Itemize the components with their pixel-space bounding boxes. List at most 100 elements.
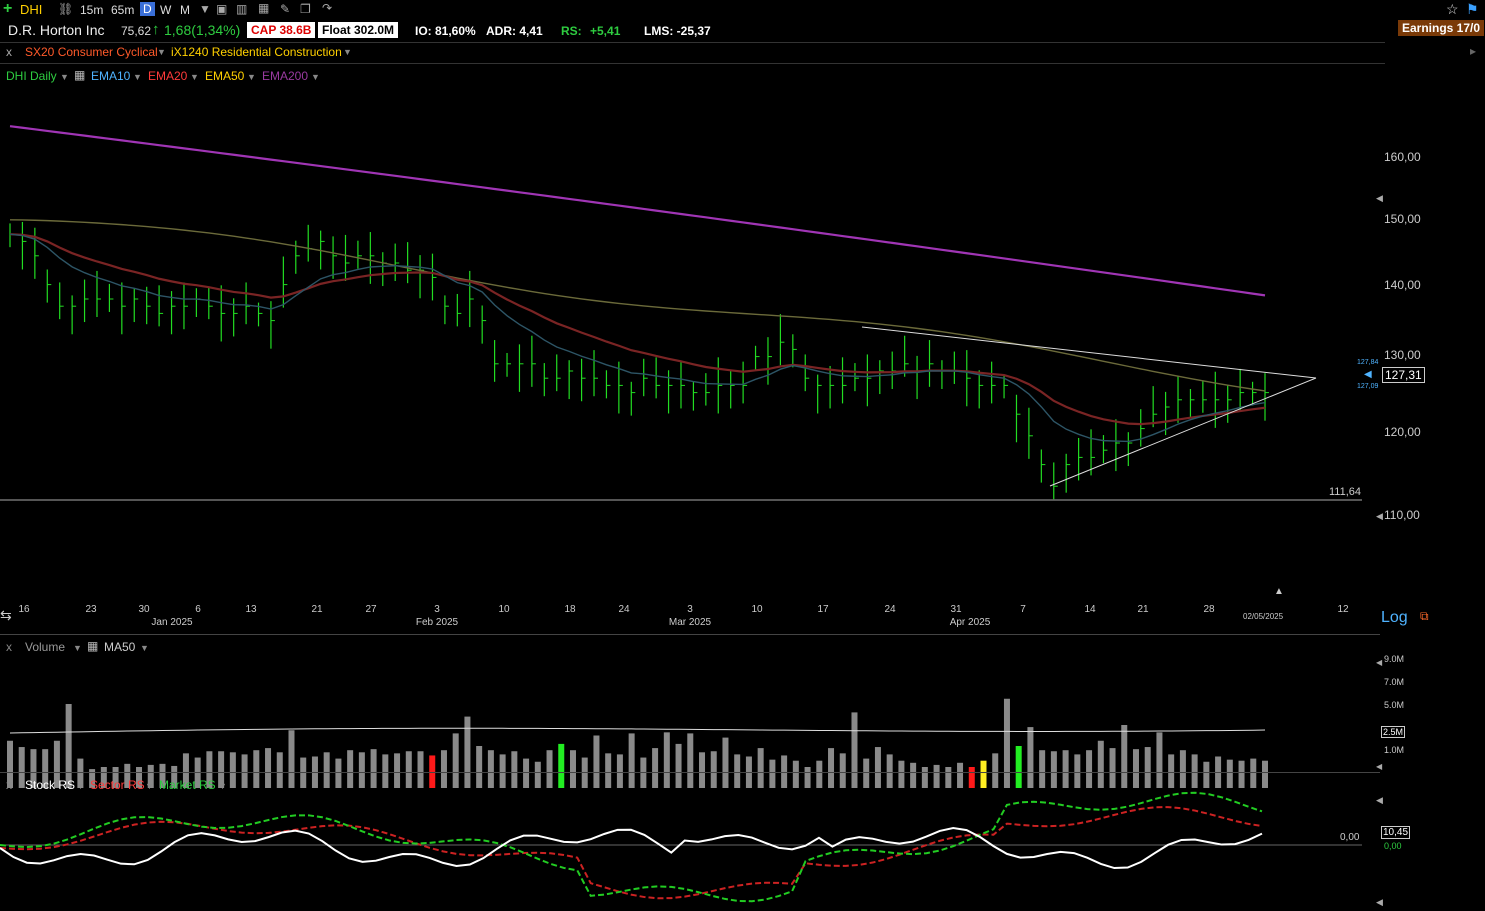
sector-bar: x SX20 Consumer Cyclical ▼ iX1240 Reside… <box>0 42 1385 64</box>
share-icon[interactable]: ↷ <box>322 1 333 15</box>
volume-bar <box>1003 698 1010 788</box>
volume-bar <box>1226 759 1233 788</box>
pencil-icon[interactable]: ✎ <box>280 2 291 16</box>
timeframe-dropdown-icon[interactable]: ▼ <box>199 2 211 16</box>
volume-bar <box>1027 727 1034 788</box>
x-tick-day: 24 <box>618 604 630 615</box>
popout-icon[interactable]: ⧉ <box>1420 609 1429 623</box>
add-symbol-icon[interactable]: + <box>3 0 13 17</box>
volume-bar <box>921 767 928 788</box>
volume-bar <box>957 762 964 788</box>
ema10-dropdown-icon[interactable]: ▼ <box>133 72 142 82</box>
volume-label[interactable]: Volume <box>25 640 66 654</box>
volume-bar <box>910 762 917 788</box>
calculator-icon[interactable]: ▦ <box>258 1 270 15</box>
volume-ma-label[interactable]: MA50 <box>104 640 136 654</box>
link-icon[interactable]: ⛓ <box>58 2 74 16</box>
volume-bar <box>1238 760 1245 788</box>
up-arrow-icon: ↑ <box>152 21 160 38</box>
volume-bar <box>335 758 342 788</box>
y-tick-120: 120,00 <box>1384 425 1421 439</box>
volume-ma-line <box>9 727 1266 734</box>
copy-icon[interactable]: ❐ <box>300 2 311 16</box>
x-tick-day: 28 <box>1203 604 1215 615</box>
x-tick-day: 14 <box>1084 604 1096 615</box>
rs-close-button[interactable]: x <box>6 778 12 792</box>
bars-icon[interactable]: ▥ <box>236 2 248 16</box>
volume-bar <box>358 752 365 788</box>
timeframe-weekly[interactable]: W <box>160 3 172 17</box>
volume-dropdown-icon[interactable]: ▼ <box>73 643 82 653</box>
support-price-label: 111,64 <box>1329 486 1362 498</box>
ema200-dropdown-icon[interactable]: ▼ <box>311 72 320 82</box>
price-study-label[interactable]: DHI Daily <box>6 69 57 83</box>
volume-ma-dropdown-icon[interactable]: ▼ <box>140 643 149 653</box>
volume-current-box: 2.5M <box>1381 726 1406 738</box>
volume-bar <box>863 758 870 788</box>
volume-bar <box>370 749 377 788</box>
sector-close-button[interactable]: x <box>6 45 12 59</box>
ema20-label[interactable]: EMA20 <box>148 69 188 83</box>
ema50-dropdown-icon[interactable]: ▼ <box>247 72 256 82</box>
y-tick-140: 140,00 <box>1384 278 1421 292</box>
volume-bar <box>1156 732 1163 788</box>
market-rs-dropdown-icon[interactable]: ▼ <box>218 781 227 791</box>
ema10-label[interactable]: EMA10 <box>91 69 131 83</box>
earnings-badge[interactable]: Earnings 17/0 <box>1398 20 1485 36</box>
volume-bar <box>874 747 881 788</box>
flag-icon[interactable]: ⚑ <box>1466 1 1479 17</box>
timeframe-monthly[interactable]: M <box>180 3 190 17</box>
scroll-right-icon[interactable]: ▸ <box>1470 44 1477 58</box>
rs-axis-arrow-icon-2: ◀ <box>1376 897 1383 907</box>
industry-dropdown-icon[interactable]: ▼ <box>343 47 352 57</box>
symbol-label[interactable]: DHI <box>20 2 43 17</box>
volume-bar <box>511 751 518 788</box>
volume-close-button[interactable]: x <box>6 640 12 654</box>
market-rs-label[interactable]: Market RS <box>159 778 216 792</box>
volume-bar <box>839 753 846 788</box>
stock-rs-dropdown-icon[interactable]: ▼ <box>76 781 85 791</box>
last-price-box: 127,31 <box>1382 367 1425 383</box>
industry-label[interactable]: iX1240 Residential Construction <box>171 45 342 59</box>
scroll-arrows-icon[interactable]: ⇆ <box>0 607 12 623</box>
volume-bar <box>546 750 553 788</box>
indicator-grid-icon[interactable]: ▦ <box>74 68 86 82</box>
ema200-line <box>9 125 1266 297</box>
sector-label[interactable]: SX20 Consumer Cyclical <box>25 45 158 59</box>
triangle-upper-line <box>861 326 1317 379</box>
volume-grid-icon[interactable]: ▦ <box>87 639 99 653</box>
institutional-ownership: IO: 81,60% <box>415 24 476 38</box>
volume-bar <box>945 767 952 788</box>
sector-rs-dropdown-icon[interactable]: ▼ <box>145 781 154 791</box>
x-tick-day: 18 <box>564 604 576 615</box>
volume-bar <box>828 748 835 788</box>
vol-tick-9m: 9.0M <box>1384 654 1405 664</box>
timeframe-65m[interactable]: 65m <box>111 3 135 17</box>
sector-rs-label[interactable]: Sector RS <box>90 778 145 792</box>
volume-bar <box>816 760 823 788</box>
timeframe-15m[interactable]: 15m <box>80 3 104 17</box>
log-scale-toggle[interactable]: Log <box>1381 609 1408 626</box>
price-study-dropdown-icon[interactable]: ▼ <box>60 72 69 82</box>
ema50-label[interactable]: EMA50 <box>205 69 245 83</box>
x-tick-day: 17 <box>817 604 829 615</box>
volume-bar <box>276 752 283 788</box>
stock-rs-label[interactable]: Stock RS <box>25 778 76 792</box>
x-tick-month: Apr 2025 <box>949 617 991 628</box>
star-icon[interactable]: ☆ <box>1446 1 1459 17</box>
x-tick-day: 12 <box>1337 604 1349 615</box>
ema200-label[interactable]: EMA200 <box>262 69 309 83</box>
sector-dropdown-icon[interactable]: ▼ <box>157 47 166 57</box>
volume-bar <box>933 764 940 788</box>
vol-axis-arrow-icon: ◀ <box>1376 658 1383 667</box>
volume-bar <box>1050 751 1057 788</box>
chart-type-icon[interactable]: ▣ <box>216 2 228 16</box>
x-tick-day: 13 <box>245 604 257 615</box>
volume-bar <box>980 760 987 788</box>
price-bars <box>9 221 1269 500</box>
company-name: D.R. Horton Inc <box>8 22 105 38</box>
ema-upper-value: 127,84 <box>1357 359 1379 366</box>
timeframe-daily[interactable]: D <box>140 2 155 16</box>
ema20-dropdown-icon[interactable]: ▼ <box>190 72 199 82</box>
